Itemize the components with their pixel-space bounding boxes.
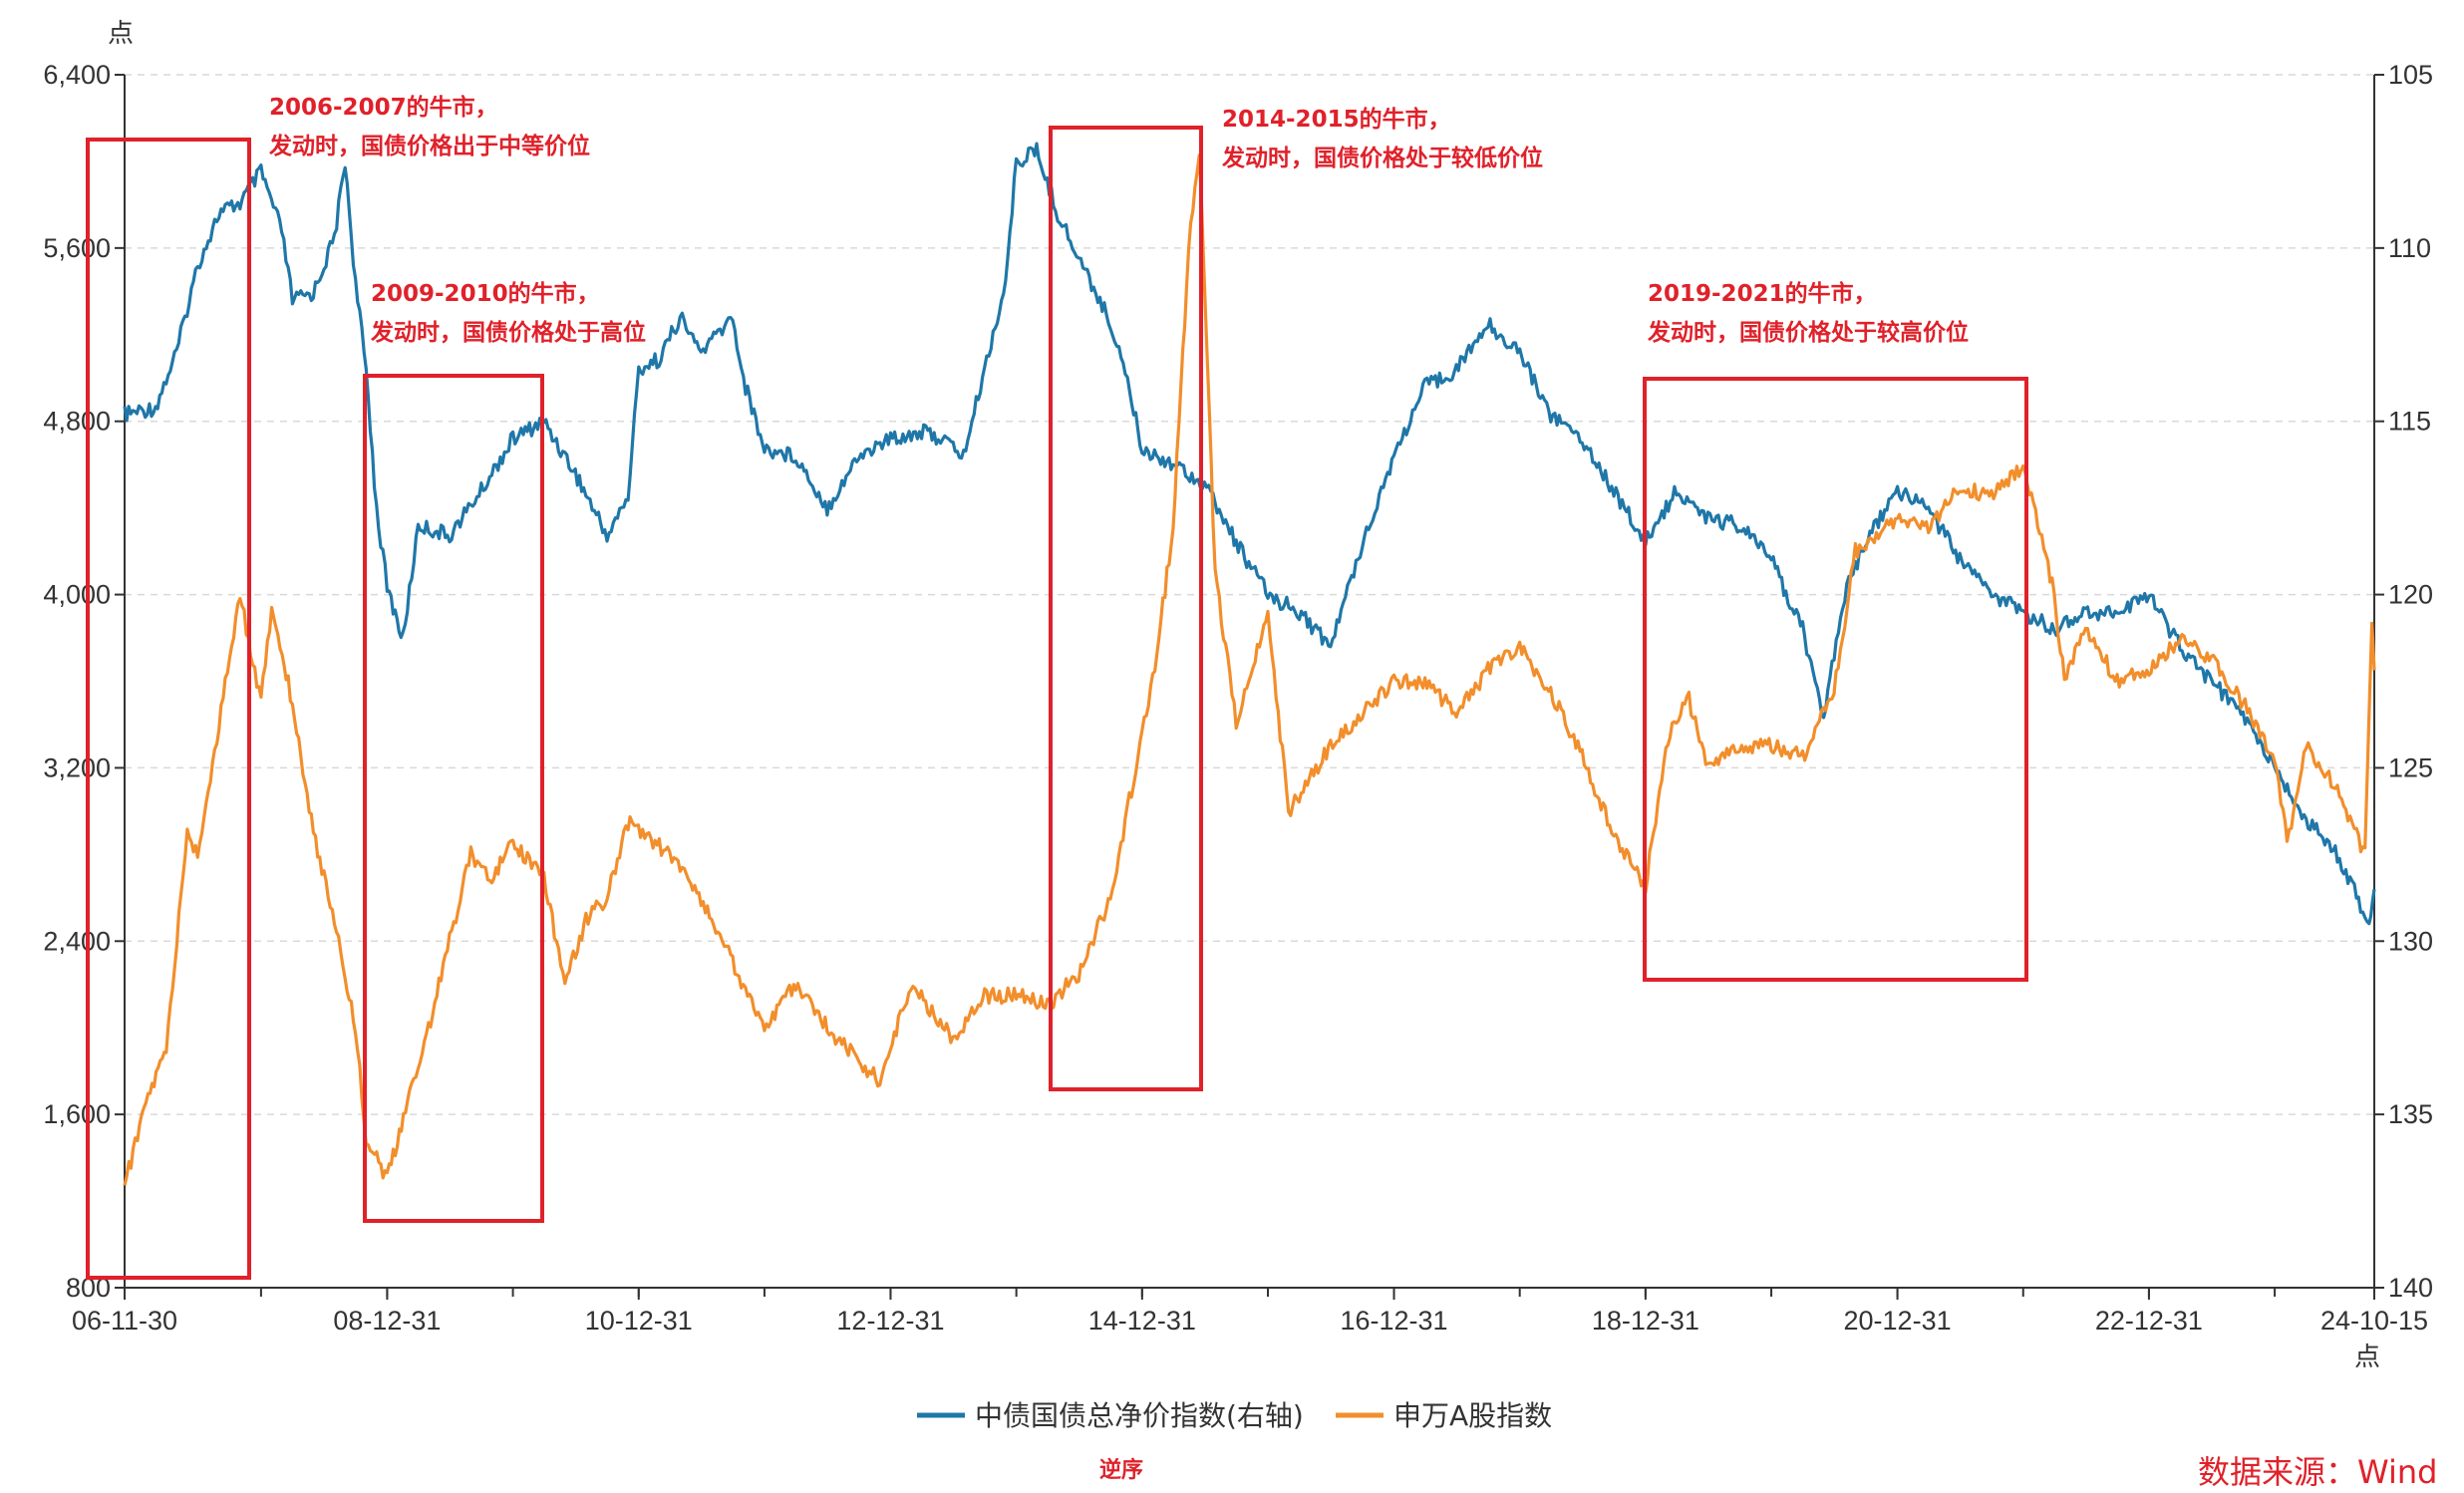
x-axis-tick-label: 24-10-15 xyxy=(2320,1306,2428,1336)
stock-index-line xyxy=(123,153,2376,1186)
x-axis-tick-label: 06-11-30 xyxy=(72,1306,177,1336)
right-axis-tick-label: 110 xyxy=(2388,233,2431,263)
x-axis-tick-label: 18-12-31 xyxy=(1592,1306,1699,1336)
annotation-box xyxy=(1049,126,1203,1091)
annotation-box xyxy=(363,374,544,1223)
right-axis-tick-label: 130 xyxy=(2388,926,2433,956)
annotation-text: 发动时，国债价格处于较高价位 xyxy=(1647,319,1969,346)
grid-lines xyxy=(125,74,2374,1115)
annotation-box xyxy=(86,138,251,1280)
left-axis-tick-label: 3,200 xyxy=(43,752,111,782)
annotations: 2006-2007的牛市， 发动时，国债价格出于中等价位 2009-2010的牛市，… xyxy=(86,94,2028,1280)
left-axis-tick-label: 6,400 xyxy=(43,60,111,90)
x-axis-tick-label: 08-12-31 xyxy=(333,1306,441,1336)
annotation-text: 2014-2015的牛市， xyxy=(1222,106,1451,133)
x-axis-tick-label: 14-12-31 xyxy=(1088,1306,1196,1336)
x-axis-tick-label: 16-12-31 xyxy=(1340,1306,1447,1336)
left-axis-tick-label: 4,000 xyxy=(43,580,111,610)
annotation-text: 2006-2007的牛市， xyxy=(269,94,498,121)
left-axis-tick-label: 2,400 xyxy=(43,926,111,956)
annotation-text: 2019-2021的牛市， xyxy=(1648,280,1877,307)
right-axis-tick-label: 105 xyxy=(2388,60,2433,90)
annotation-text: 发动时，国债价格处于高位 xyxy=(370,319,646,346)
bond-index-line xyxy=(123,142,2376,926)
legend: 中债国债总净价指数(右轴) 申万A股指数 xyxy=(917,1399,1552,1432)
left-axis-tick-label: 4,800 xyxy=(43,407,111,437)
annotation-text: 2009-2010的牛市， xyxy=(371,280,600,307)
right-axis-tick-label: 115 xyxy=(2388,407,2431,437)
left-axis-tick-label: 5,600 xyxy=(43,233,111,263)
right-axis-reversed-note: 逆序 xyxy=(1099,1457,1143,1483)
annotation-text: 发动时，国债价格处于较低价位 xyxy=(1221,145,1543,171)
left-axis-tick-label: 1,600 xyxy=(43,1099,111,1129)
series-lines xyxy=(123,142,2376,1186)
x-axis-unit: 点 xyxy=(2354,1343,2380,1372)
right-axis-tick-label: 140 xyxy=(2388,1273,2433,1303)
annotation-text: 发动时，国债价格出于中等价位 xyxy=(268,133,590,159)
legend-label-stock: 申万A股指数 xyxy=(1393,1399,1552,1432)
right-axis-tick-label: 135 xyxy=(2388,1099,2433,1129)
legend-label-bond: 中债国债总净价指数(右轴) xyxy=(975,1399,1304,1432)
x-axis-tick-label: 20-12-31 xyxy=(1844,1306,1952,1336)
x-axis-tick-label: 12-12-31 xyxy=(836,1306,944,1336)
data-source: 数据来源：Wind xyxy=(2198,1453,2437,1491)
left-axis-unit: 点 xyxy=(108,19,134,49)
x-axis-tick-label: 10-12-31 xyxy=(585,1306,693,1336)
x-axis-tick-label: 22-12-31 xyxy=(2095,1306,2203,1336)
right-axis-tick-label: 125 xyxy=(2388,752,2433,782)
right-axis-tick-label: 120 xyxy=(2388,580,2433,610)
annotation-box xyxy=(1643,377,2028,982)
